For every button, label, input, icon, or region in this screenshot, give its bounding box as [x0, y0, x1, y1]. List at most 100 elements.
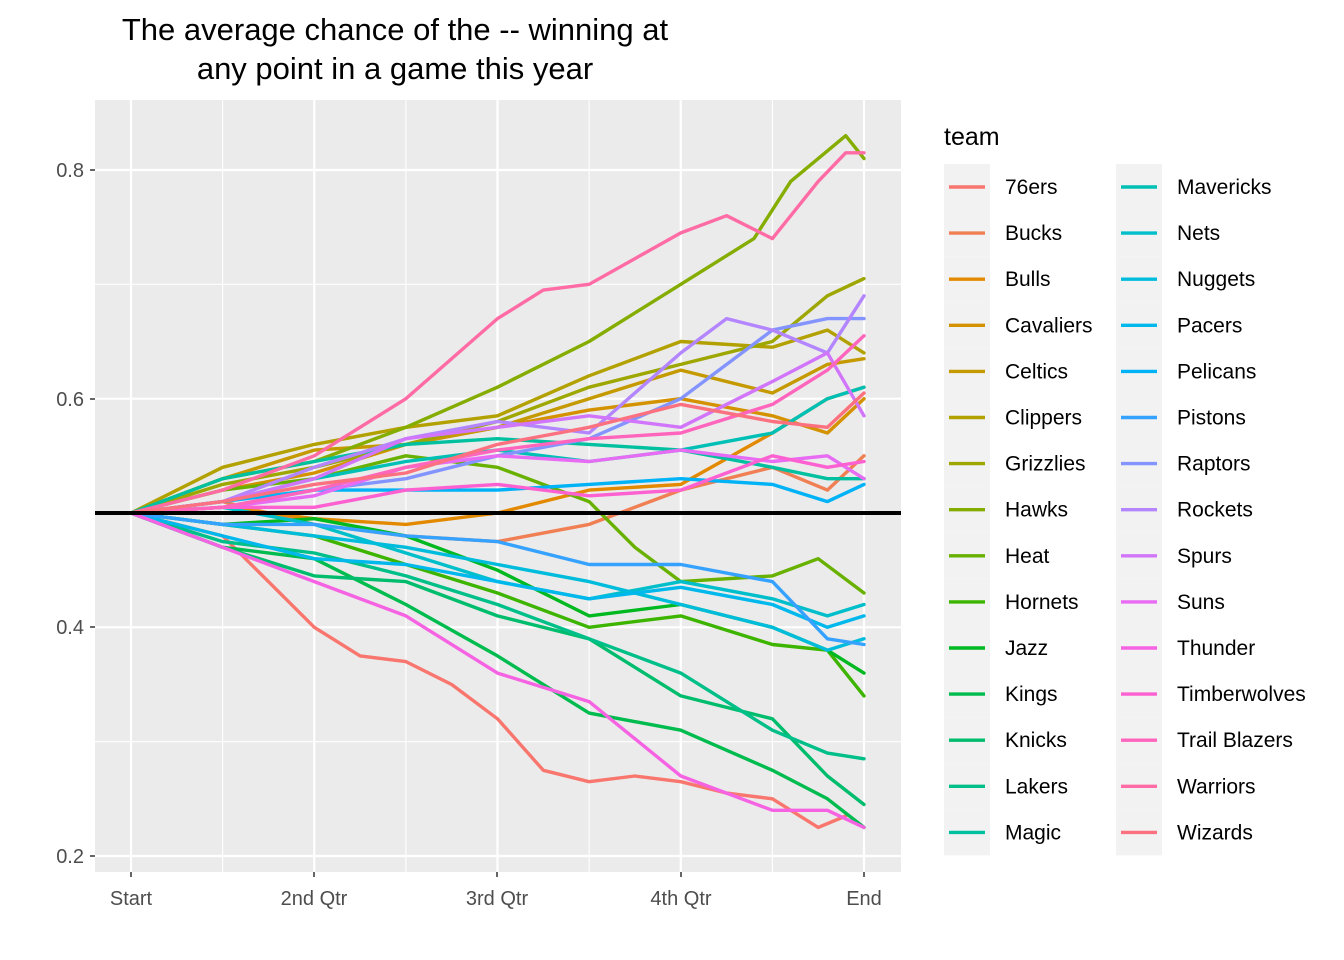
legend-label: Heat	[1005, 545, 1050, 568]
legend-label: Jazz	[1005, 637, 1048, 660]
legend-item-hawks: Hawks	[944, 486, 1068, 533]
series-line-warriors	[129, 151, 866, 515]
series-lines	[129, 133, 866, 830]
series-line-nuggets	[129, 511, 866, 652]
y-tick-label: 0.8	[56, 160, 84, 182]
legend-item-magic: Magic	[944, 809, 1061, 856]
x-tick-label: 3rd Qtr	[466, 888, 529, 910]
x-tick-2nd-qtr: 2nd Qtr	[281, 872, 348, 910]
legend-label: Thunder	[1177, 637, 1255, 660]
legend-label: Pelicans	[1177, 360, 1256, 383]
legend-label: Clippers	[1005, 407, 1082, 430]
x-tick-label: 4th Qtr	[650, 888, 711, 910]
legend-label: Lakers	[1005, 775, 1068, 798]
chart-title-line-2: any point in a game this year	[197, 51, 593, 86]
legend-item-bucks: Bucks	[944, 210, 1062, 257]
legend-item-mavericks: Mavericks	[1116, 164, 1272, 210]
legend-label: Wizards	[1177, 821, 1253, 844]
series-line-thunder	[129, 511, 866, 830]
legend-label: Nets	[1177, 222, 1220, 245]
legend-label: Raptors	[1177, 453, 1251, 476]
legend-item-warriors: Warriors	[1116, 763, 1256, 810]
legend-item-jazz: Jazz	[944, 625, 1048, 671]
legend-item-suns: Suns	[1116, 578, 1225, 625]
series-line-heat	[129, 454, 866, 595]
y-tick-0.2: 0.2	[56, 846, 95, 868]
legend-item-clippers: Clippers	[944, 394, 1082, 441]
x-tick-4th-qtr: 4th Qtr	[650, 872, 712, 910]
y-tick-label: 0.4	[56, 617, 84, 639]
legend-item-pistons: Pistons	[1116, 394, 1246, 441]
series-line-rockets	[129, 294, 866, 515]
y-tick-label: 0.6	[56, 389, 84, 411]
legend-item-bulls: Bulls	[944, 256, 1051, 303]
legend-label: Hornets	[1005, 591, 1079, 614]
legend-item-knicks: Knicks	[944, 717, 1067, 764]
series-line-knicks	[129, 511, 866, 807]
legend-label: Kings	[1005, 683, 1058, 706]
legend-label: Suns	[1177, 591, 1225, 614]
legend-label: Hawks	[1005, 499, 1068, 522]
series-line-magic	[129, 437, 866, 515]
series-line-pacers	[129, 511, 866, 629]
legend: team 76ers Bucks Bulls Cavaliers Celtics Clip…	[944, 123, 1306, 856]
series-line-clippers	[129, 328, 866, 515]
legend-label: Pacers	[1177, 314, 1242, 337]
series-line-pistons	[129, 511, 866, 647]
x-tick-label: Start	[110, 888, 153, 910]
x-tick-start: Start	[110, 872, 153, 910]
legend-item-lakers: Lakers	[944, 763, 1068, 810]
legend-label: Knicks	[1005, 729, 1067, 752]
legend-item-rockets: Rockets	[1116, 486, 1253, 533]
series-line-timberwolves	[129, 454, 866, 515]
series-line-76ers	[129, 511, 848, 830]
y-tick-0.6: 0.6	[56, 389, 95, 411]
x-tick-end: End	[846, 872, 882, 910]
legend-item-nuggets: Nuggets	[1116, 256, 1255, 303]
legend-item-hornets: Hornets	[944, 578, 1079, 625]
legend-item-cavaliers: Cavaliers	[944, 302, 1093, 349]
legend-item-heat: Heat	[944, 532, 1050, 579]
legend-item-nets: Nets	[1116, 210, 1220, 257]
legend-item-timberwolves: Timberwolves	[1116, 671, 1306, 718]
legend-label: 76ers	[1005, 176, 1058, 199]
legend-item-grizzlies: Grizzlies	[944, 440, 1086, 487]
legend-label: Cavaliers	[1005, 314, 1093, 337]
legend-label: Warriors	[1177, 775, 1256, 798]
x-axis: Start 2nd Qtr 3rd Qtr 4th Qtr End	[110, 872, 882, 910]
y-tick-0.4: 0.4	[56, 617, 95, 639]
legend-label: Pistons	[1177, 407, 1246, 430]
legend-item-76ers: 76ers	[944, 164, 1058, 210]
legend-label: Magic	[1005, 821, 1061, 844]
y-tick-0.8: 0.8	[56, 160, 95, 182]
legend-item-spurs: Spurs	[1116, 532, 1232, 579]
y-axis: 0.2 0.4 0.6 0.8	[56, 160, 95, 868]
series-line-celtics	[129, 357, 866, 515]
series-line-wizards	[129, 391, 866, 515]
legend-label: Grizzlies	[1005, 453, 1086, 476]
series-line-suns	[129, 448, 866, 515]
x-tick-label: End	[846, 888, 882, 910]
x-tick-3rd-qtr: 3rd Qtr	[466, 872, 529, 910]
legend-label: Celtics	[1005, 360, 1068, 383]
legend-item-pelicans: Pelicans	[1116, 348, 1256, 395]
legend-label: Trail Blazers	[1177, 729, 1293, 752]
series-line-kings	[129, 511, 866, 830]
x-tick-label: 2nd Qtr	[281, 888, 348, 910]
legend-item-wizards: Wizards	[1116, 809, 1253, 856]
legend-title: team	[944, 123, 1000, 151]
legend-label: Timberwolves	[1177, 683, 1306, 706]
legend-item-celtics: Celtics	[944, 348, 1068, 395]
legend-item-pacers: Pacers	[1116, 302, 1242, 349]
legend-item-thunder: Thunder	[1116, 625, 1255, 671]
series-line-grizzlies	[129, 276, 866, 515]
legend-item-trail-blazers: Trail Blazers	[1116, 717, 1293, 764]
chart-title: The average chance of the -- winning at …	[122, 12, 669, 86]
series-line-spurs	[129, 351, 866, 515]
legend-label: Mavericks	[1177, 176, 1272, 199]
legend-label: Bucks	[1005, 222, 1062, 245]
legend-item-raptors: Raptors	[1116, 440, 1251, 487]
series-line-pelicans	[129, 477, 866, 515]
y-tick-label: 0.2	[56, 846, 84, 868]
